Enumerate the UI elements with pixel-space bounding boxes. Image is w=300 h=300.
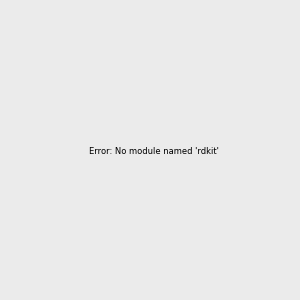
Text: Error: No module named 'rdkit': Error: No module named 'rdkit' <box>89 147 219 156</box>
